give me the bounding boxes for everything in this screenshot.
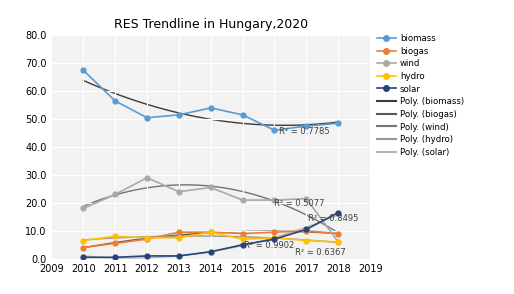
- solar: [176, 254, 182, 258]
- Text: R² = 0.9902: R² = 0.9902: [244, 241, 295, 250]
- biomass: [271, 128, 278, 132]
- biogas: [112, 242, 118, 245]
- solar: [271, 238, 278, 241]
- biogas: [335, 232, 341, 235]
- biogas: [303, 229, 309, 233]
- wind: [176, 190, 182, 193]
- Text: R² = 0.7785: R² = 0.7785: [279, 127, 330, 136]
- wind: [271, 198, 278, 202]
- wind: [335, 240, 341, 244]
- biomass: [208, 106, 214, 110]
- hydro: [208, 230, 214, 234]
- solar: [80, 255, 86, 259]
- Line: biogas: biogas: [81, 228, 341, 250]
- hydro: [112, 235, 118, 238]
- solar: [335, 211, 341, 214]
- wind: [303, 197, 309, 201]
- Line: hydro: hydro: [81, 230, 341, 244]
- biogas: [144, 238, 150, 241]
- Text: R² = 0.5077: R² = 0.5077: [274, 199, 325, 208]
- hydro: [335, 240, 341, 244]
- biomass: [80, 69, 86, 72]
- hydro: [240, 238, 246, 241]
- Legend: biomass, biogas, wind, hydro, solar, Poly. (biomass), Poly. (biogas), Poly. (win: biomass, biogas, wind, hydro, solar, Pol…: [373, 31, 468, 160]
- biogas: [80, 246, 86, 249]
- hydro: [80, 239, 86, 242]
- wind: [144, 176, 150, 179]
- Line: biomass: biomass: [81, 68, 341, 133]
- Line: solar: solar: [81, 210, 341, 260]
- biomass: [176, 113, 182, 117]
- biomass: [144, 116, 150, 119]
- biomass: [335, 121, 341, 125]
- Title: RES Trendline in Hungary,2020: RES Trendline in Hungary,2020: [114, 18, 308, 31]
- wind: [112, 193, 118, 196]
- biogas: [271, 230, 278, 234]
- hydro: [144, 236, 150, 240]
- solar: [208, 250, 214, 253]
- biomass: [112, 99, 118, 103]
- biomass: [240, 113, 246, 117]
- biogas: [176, 230, 182, 234]
- biomass: [303, 124, 309, 128]
- Line: wind: wind: [81, 175, 341, 244]
- biogas: [240, 232, 246, 235]
- solar: [240, 243, 246, 246]
- solar: [112, 255, 118, 259]
- wind: [208, 186, 214, 189]
- hydro: [271, 236, 278, 240]
- Text: R² = 0.8495: R² = 0.8495: [308, 214, 358, 223]
- hydro: [176, 236, 182, 240]
- biogas: [208, 230, 214, 234]
- solar: [303, 228, 309, 231]
- wind: [80, 207, 86, 210]
- hydro: [303, 239, 309, 242]
- wind: [240, 198, 246, 202]
- solar: [144, 254, 150, 258]
- Text: R² = 0.6367: R² = 0.6367: [295, 248, 346, 257]
